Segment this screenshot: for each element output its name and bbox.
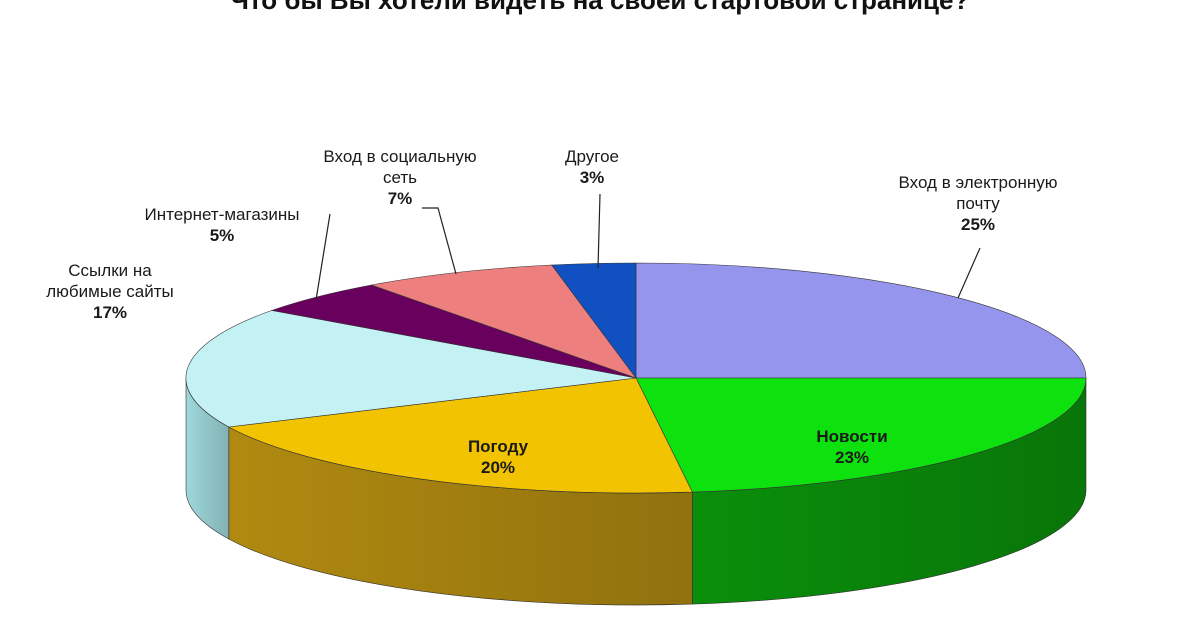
pie-sides bbox=[185, 377, 1087, 606]
slice-6-name-line: сеть bbox=[383, 168, 417, 187]
slice-3-percent: 20% bbox=[481, 458, 515, 477]
slice-2-side-shade bbox=[692, 378, 1086, 605]
slice-1-percent: 25% bbox=[961, 215, 995, 234]
slice-2-name-line: Новости bbox=[816, 427, 887, 446]
slice-4-top bbox=[185, 310, 637, 428]
leader-lines bbox=[315, 193, 981, 301]
slice-7-top bbox=[551, 262, 637, 379]
slice-2-label: Новости 23% bbox=[816, 427, 887, 467]
slice-5-label: Интернет-магазины 5% bbox=[145, 205, 300, 245]
slice-6-label: Вход в социальную сеть 7% bbox=[323, 147, 476, 208]
slice-labels: Вход в электронную почту 25% Новости 23% Пого… bbox=[46, 147, 1057, 477]
slice-6-leader-line bbox=[422, 207, 457, 275]
slice-7-leader-line bbox=[597, 193, 601, 269]
slice-6-percent: 7% bbox=[388, 189, 413, 208]
slice-5-percent: 5% bbox=[210, 226, 235, 245]
slice-4-percent: 17% bbox=[93, 303, 127, 322]
slice-4-name-line: Ссылки на bbox=[68, 261, 152, 280]
slice-1-label: Вход в электронную почту 25% bbox=[899, 173, 1058, 234]
slice-4-name-line: любимые сайты bbox=[46, 282, 173, 301]
slice-6-top bbox=[370, 264, 637, 379]
slice-4-side-shade bbox=[185, 378, 229, 539]
slice-5-name-line: Интернет-магазины bbox=[145, 205, 300, 224]
slice-6-name-line: Вход в социальную bbox=[323, 147, 476, 166]
slice-1-name-line: почту bbox=[956, 194, 1000, 213]
chart-title: Что бы Вы хотели видеть на своей стартов… bbox=[230, 0, 970, 15]
slice-7-percent: 3% bbox=[580, 168, 605, 187]
slice-1-top bbox=[635, 262, 1087, 379]
pie-tops bbox=[185, 262, 1087, 494]
slice-7-label: Другое 3% bbox=[565, 147, 619, 187]
slice-3-top bbox=[227, 377, 693, 494]
slice-3-name-line: Погоду bbox=[468, 437, 529, 456]
slice-4-label: Ссылки на любимые сайты 17% bbox=[46, 261, 173, 322]
slice-7-name-line: Другое bbox=[565, 147, 619, 166]
slice-2-top bbox=[635, 377, 1087, 493]
slice-5-leader-line bbox=[315, 213, 331, 301]
slice-1-leader-line bbox=[957, 247, 981, 299]
slice-3-label: Погоду 20% bbox=[468, 437, 529, 477]
slice-3-side-shade bbox=[228, 427, 693, 606]
slice-1-name-line: Вход в электронную bbox=[899, 173, 1058, 192]
slice-2-percent: 23% bbox=[835, 448, 869, 467]
